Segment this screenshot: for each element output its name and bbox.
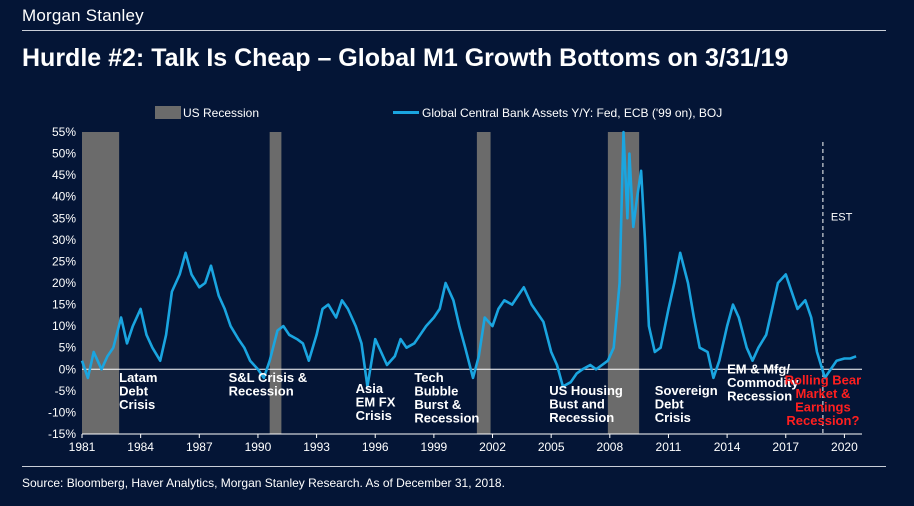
estimate-label: EST — [831, 211, 853, 223]
x-tick-label: 1996 — [362, 440, 389, 454]
annotation-line: Asia — [356, 381, 384, 396]
y-tick-label: 0% — [59, 362, 77, 376]
y-tick-label: 5% — [59, 341, 77, 355]
annotation-line: S&L Crisis & — [229, 370, 308, 385]
annotation-line: Sovereign — [655, 383, 718, 398]
recession-bands — [82, 132, 640, 434]
annotation-line: EM & Mfg/ — [727, 362, 790, 377]
line-chart: 55% 50% 45% 40% 35% 30% 25% 20% 15% 10% 5% 0% -5% -10… — [48, 106, 862, 454]
annotation-2: S&L Crisis & Recession — [229, 370, 308, 399]
annotation-line: Earnings — [795, 399, 851, 414]
x-tick-label: 2011 — [656, 440, 682, 454]
legend-recession-label: US Recession — [183, 106, 259, 120]
y-tick-label: 45% — [52, 168, 76, 182]
footer-rule — [22, 466, 886, 467]
x-tick-label: 1987 — [186, 440, 213, 454]
y-tick-label: 15% — [52, 298, 76, 312]
annotation-line: Latam — [119, 370, 157, 385]
annotation-line: Debt — [655, 397, 685, 412]
chart-legend: US Recession Global Central Bank Assets Y… — [155, 106, 722, 120]
y-tick-label: -5% — [55, 384, 77, 398]
header-rule — [22, 30, 886, 31]
y-tick-label: -15% — [48, 427, 76, 441]
annotation-line: EM FX — [356, 395, 396, 410]
recession-band-4 — [607, 132, 640, 434]
annotation-line: Recession — [229, 384, 294, 399]
recession-band-3 — [476, 132, 491, 434]
x-tick-label: 2020 — [831, 440, 858, 454]
y-tick-label: 10% — [52, 319, 76, 333]
y-tick-label: -10% — [48, 405, 76, 419]
y-tick-label: 30% — [52, 233, 76, 247]
page-title: Hurdle #2: Talk Is Cheap – Global M1 Gro… — [22, 44, 789, 72]
annotation-line: Bubble — [414, 384, 458, 399]
annotation-5: US Housing Bust and Recession — [549, 383, 623, 425]
annotation-3: Asia EM FX Crisis — [356, 381, 396, 423]
x-tick-label: 1981 — [69, 440, 96, 454]
annotation-line: Commodity — [727, 375, 799, 390]
source-note: Source: Bloomberg, Haver Analytics, Morg… — [22, 476, 505, 490]
x-tick-label: 1999 — [421, 440, 448, 454]
recession-band-1 — [82, 132, 120, 434]
annotation-8: Rolling Bear Market & Earnings Recession? — [785, 372, 862, 428]
series-line-1 — [80, 130, 857, 388]
annotation-1: Latam Debt Crisis — [119, 370, 157, 412]
annotation-line: Recession — [549, 410, 614, 425]
y-tick-label: 50% — [52, 147, 76, 161]
annotation-line: US Housing — [549, 383, 623, 398]
annotation-line: Recession — [414, 411, 479, 426]
annotation-line: Debt — [119, 384, 149, 399]
y-tick-label: 20% — [52, 276, 76, 290]
annotation-line: Crisis — [655, 410, 691, 425]
annotation-line: Tech — [414, 370, 443, 385]
series-lines — [80, 130, 857, 388]
x-tick-label: 1993 — [303, 440, 330, 454]
annotation-6: Sovereign Debt Crisis — [655, 383, 718, 425]
y-tick-label: 55% — [52, 125, 76, 139]
annotation-7: EM & Mfg/Commodity Recession — [727, 362, 799, 404]
x-tick-label: 2002 — [479, 440, 506, 454]
estimate-marker: EST — [822, 142, 853, 434]
annotation-line: Recession? — [786, 413, 859, 428]
annotation-line: Bust and — [549, 397, 605, 412]
annotation-line: Burst & — [414, 397, 461, 412]
annotation-line: Rolling Bear — [785, 372, 862, 387]
annotation-4: Tech Bubble Burst & Recession — [414, 370, 479, 426]
x-tick-label: 2014 — [714, 440, 741, 454]
annotation-line: Crisis — [119, 397, 155, 412]
y-tick-label: 40% — [52, 190, 76, 204]
x-tick-label: 1984 — [127, 440, 154, 454]
x-tick-label: 2017 — [772, 440, 799, 454]
x-tick-label: 2008 — [596, 440, 623, 454]
y-tick-label: 25% — [52, 254, 76, 268]
brand-logo: Morgan Stanley — [22, 6, 144, 25]
y-tick-label: 35% — [52, 211, 76, 225]
legend-recession-swatch — [155, 106, 181, 119]
legend-series-label: Global Central Bank Assets Y/Y: Fed, ECB… — [422, 106, 722, 120]
chart-axes: 55% 50% 45% 40% 35% 30% 25% 20% 15% 10% 5% 0% -5% -10… — [48, 125, 862, 454]
annotation-line: Market & — [795, 386, 850, 401]
x-tick-label: 2005 — [538, 440, 565, 454]
annotation-line: Recession — [727, 389, 792, 404]
recession-band-2 — [269, 132, 282, 434]
x-tick-label: 1990 — [245, 440, 272, 454]
annotation-line: Crisis — [356, 408, 392, 423]
